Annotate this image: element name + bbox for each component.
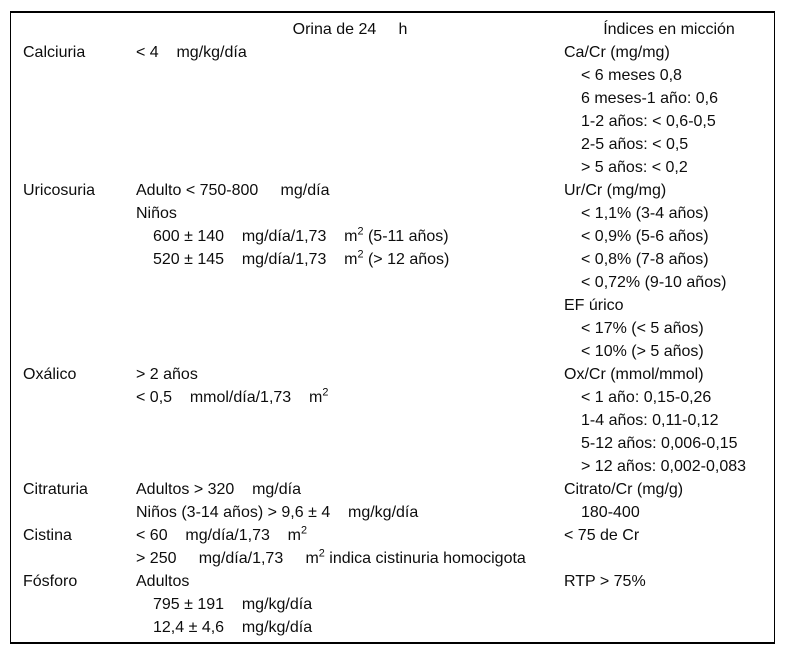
value-line: 520 ± 145 mg/día/1,73 m2 (> 12 años)	[153, 248, 450, 268]
value-line: < 17% (< 5 años)	[581, 320, 704, 337]
value-line: > 250 mg/día/1,73 m2 indica cistinuria h…	[136, 547, 526, 567]
value-line: < 75 de Cr	[564, 527, 640, 544]
value-line: < 4 mg/kg/día	[136, 44, 247, 61]
header-spacer	[11, 18, 136, 41]
value-line: 1-2 años: < 0,6-0,5	[581, 113, 716, 130]
indices-miccion-values: < 75 de Cr	[564, 524, 774, 570]
table-row: Citraturia Adultos > 320 mg/día Niños (3-1…	[11, 478, 774, 524]
value-line: < 0,72% (9-10 años)	[581, 274, 727, 291]
superscript: 2	[357, 248, 364, 261]
value-line: > 2 años	[136, 366, 198, 383]
column-header-orina-24h: Orina de 24 h	[292, 21, 408, 38]
table-row: Cistina < 60 mg/día/1,73 m2 > 250 mg/día/1…	[11, 524, 774, 570]
orina-24h-values: < 60 mg/día/1,73 m2 > 250 mg/día/1,73 m2 …	[136, 524, 564, 570]
table-row: Uricosuria Adulto < 750-800 mg/día Niños 60…	[11, 179, 774, 363]
value-line: < 10% (> 5 años)	[581, 343, 704, 360]
table-header-row: Orina de 24 h Índices en micción	[11, 18, 774, 41]
value-line: < 0,5 mmol/día/1,73 m2	[136, 386, 329, 406]
value-line: < 0,9% (5-6 años)	[581, 228, 709, 245]
orina-24h-values: Adultos 795 ± 191 mg/kg/día 12,4 ± 4,6 mg/…	[136, 570, 564, 639]
superscript: 2	[318, 547, 325, 560]
value-line: Adultos	[136, 573, 190, 590]
value-line: 795 ± 191 mg/kg/día	[153, 596, 313, 613]
indices-miccion-values: Ox/Cr (mmol/mmol) < 1 año: 0,15-0,26 1-4 a…	[564, 363, 774, 478]
orina-24h-values: < 4 mg/kg/día	[136, 41, 564, 179]
value-line: 12,4 ± 4,6 mg/kg/día	[153, 619, 313, 636]
value-line: 1-4 años: 0,11-0,12	[581, 412, 719, 429]
indices-miccion-values: Ur/Cr (mg/mg) < 1,1% (3-4 años) < 0,9% (5-…	[564, 179, 774, 363]
parameter-name: Uricosuria	[23, 182, 96, 199]
value-line: Ox/Cr (mmol/mmol)	[564, 366, 704, 383]
value-line: RTP > 75%	[564, 573, 646, 590]
value-line: 6 meses-1 año: 0,6	[581, 90, 718, 107]
column-header-indices-miccion: Índices en micción	[603, 21, 735, 38]
value-line: < 1 año: 0,15-0,26	[581, 389, 712, 406]
reference-table: Orina de 24 h Índices en micción Calciur…	[10, 11, 775, 644]
value-line: 600 ± 140 mg/día/1,73 m2 (5-11 años)	[153, 225, 449, 245]
parameter-name: Cistina	[23, 527, 72, 544]
indices-miccion-values: Ca/Cr (mg/mg) < 6 meses 0,8 6 meses-1 año:…	[564, 41, 774, 179]
value-line: Adultos > 320 mg/día	[136, 481, 301, 498]
value-line: Ca/Cr (mg/mg)	[564, 44, 670, 61]
table-row: Calciuria < 4 mg/kg/día Ca/Cr (mg/mg) < 6 m…	[11, 41, 774, 179]
value-line: Niños (3-14 años) > 9,6 ± 4 mg/kg/día	[136, 504, 419, 521]
indices-miccion-values: RTP > 75%	[564, 570, 774, 639]
parameter-name: Calciuria	[23, 44, 86, 61]
value-line: 180-400	[581, 504, 640, 521]
value-line: Niños	[136, 205, 177, 222]
superscript: 2	[357, 225, 364, 238]
table-body: Calciuria < 4 mg/kg/día Ca/Cr (mg/mg) < 6 m…	[11, 41, 774, 639]
superscript: 2	[322, 386, 329, 399]
value-line: < 60 mg/día/1,73 m2	[136, 524, 308, 544]
value-line: < 0,8% (7-8 años)	[581, 251, 709, 268]
orina-24h-values: Adulto < 750-800 mg/día Niños 600 ± 140 mg…	[136, 179, 564, 363]
parameter-name: Citraturia	[23, 481, 88, 498]
table-row: Oxálico > 2 años < 0,5 mmol/día/1,73 m2 Ox/…	[11, 363, 774, 478]
value-line: 2-5 años: < 0,5	[581, 136, 689, 153]
parameter-name: Fósforo	[23, 573, 78, 590]
value-line: Ur/Cr (mg/mg)	[564, 182, 667, 199]
value-line: < 6 meses 0,8	[581, 67, 682, 84]
value-line: Adulto < 750-800 mg/día	[136, 182, 330, 199]
value-line: > 5 años: < 0,2	[581, 159, 688, 176]
value-line: 5-12 años: 0,006-0,15	[581, 435, 738, 452]
superscript: 2	[300, 524, 308, 537]
value-line: < 1,1% (3-4 años)	[581, 205, 709, 222]
table-row: Fósforo Adultos 795 ± 191 mg/kg/día 12,4 ± …	[11, 570, 774, 639]
orina-24h-values: > 2 años < 0,5 mmol/día/1,73 m2	[136, 363, 564, 478]
orina-24h-values: Adultos > 320 mg/día Niños (3-14 años) > …	[136, 478, 564, 524]
value-line: EF úrico	[564, 297, 624, 314]
indices-miccion-values: Citrato/Cr (mg/g) 180-400	[564, 478, 774, 524]
value-line: Citrato/Cr (mg/g)	[564, 481, 684, 498]
value-line: > 12 años: 0,002-0,083	[581, 458, 747, 475]
parameter-name: Oxálico	[23, 366, 77, 383]
